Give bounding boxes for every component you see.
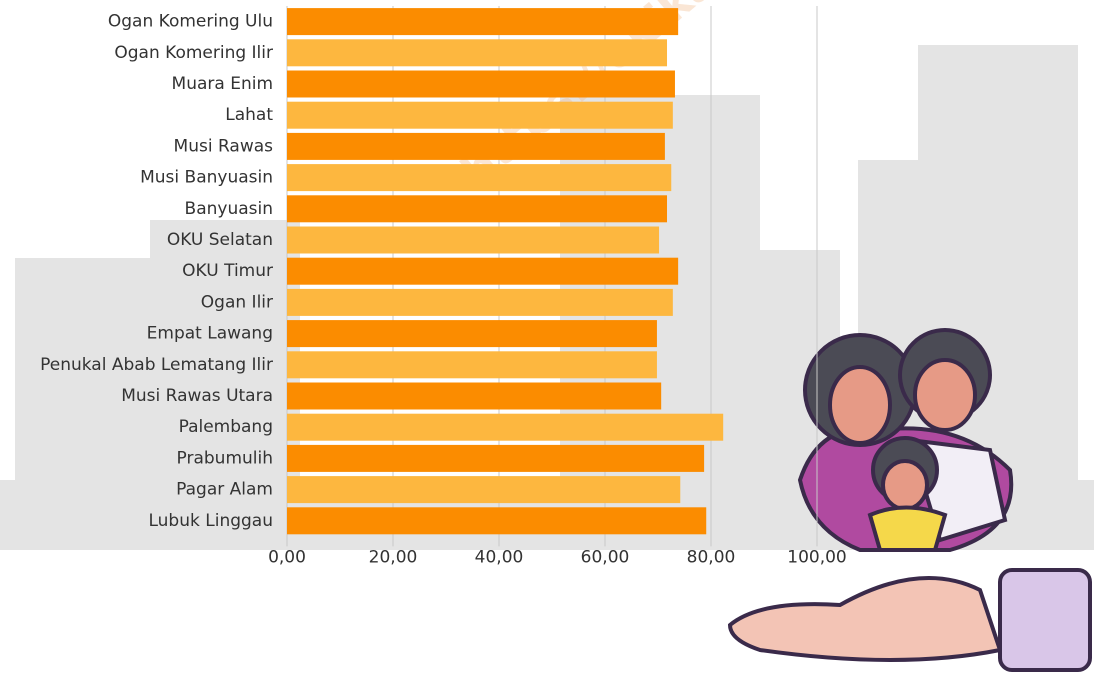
y-tick-label: Lahat	[225, 105, 273, 125]
x-tick-label: 40,00	[475, 547, 524, 567]
bar	[287, 288, 673, 316]
bar	[287, 70, 675, 98]
bar	[287, 101, 673, 129]
bar	[287, 257, 679, 285]
y-tick-label: Ogan Ilir	[201, 292, 273, 312]
y-tick-label: Lubuk Linggau	[148, 511, 273, 531]
family-illustration	[727, 328, 1092, 672]
y-tick-label: Palembang	[179, 417, 273, 437]
bar	[287, 413, 724, 441]
y-tick-label: Ogan Komering Ilir	[114, 43, 273, 63]
x-tick-label: 100,00	[787, 547, 846, 567]
bar	[287, 39, 668, 67]
x-tick-label: 80,00	[687, 547, 736, 567]
bar	[287, 320, 657, 348]
x-tick-label: 20,00	[369, 547, 418, 567]
y-tick-label: OKU Timur	[182, 261, 273, 281]
bar	[287, 164, 672, 192]
bar	[287, 8, 679, 36]
bar	[287, 444, 705, 472]
y-tick-label: Musi Rawas Utara	[121, 386, 273, 406]
y-tick-label: Empat Lawang	[147, 324, 273, 344]
bar	[287, 476, 681, 504]
y-tick-label: Musi Banyuasin	[140, 168, 273, 188]
y-tick-label: Musi Rawas	[174, 136, 274, 156]
y-tick-label: Penukal Abab Lematang Ilir	[40, 355, 273, 375]
x-tick-label: 0,00	[268, 547, 306, 567]
y-tick-label: Muara Enim	[172, 74, 273, 94]
y-tick-label: Ogan Komering Ulu	[108, 12, 273, 32]
bar	[287, 226, 660, 254]
bar	[287, 382, 662, 410]
bar	[287, 195, 668, 223]
y-tick-label: Banyuasin	[185, 199, 273, 219]
x-tick-label: 60,00	[581, 547, 630, 567]
bar	[287, 132, 665, 160]
y-tick-label: Prabumulih	[177, 448, 273, 468]
y-tick-label: OKU Selatan	[167, 230, 273, 250]
plot: 0,00 20,00 40,00 60,00 80,00 100,00 Ogan Komer…	[40, 6, 847, 567]
y-tick-label: Pagar Alam	[176, 480, 273, 500]
bar	[287, 351, 657, 379]
bar	[287, 507, 707, 535]
